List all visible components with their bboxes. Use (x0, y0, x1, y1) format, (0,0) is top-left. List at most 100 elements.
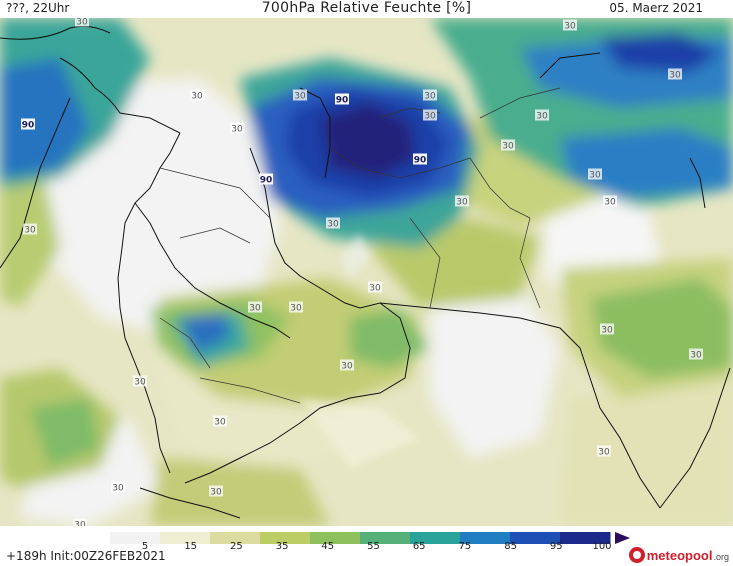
legend-ticks: 5 15 25 35 45 55 65 75 85 95 100 (110, 541, 630, 555)
legend-tick-label: 95 (549, 541, 563, 552)
contour-label: 30 (341, 362, 353, 372)
legend-tick-label: 100 (592, 541, 612, 552)
contour-label: 30 (24, 226, 36, 236)
contour-label: 30 (327, 220, 339, 230)
contour-label-bg (668, 68, 682, 80)
contour-label-bg (340, 359, 354, 371)
contour-label-bg (289, 301, 303, 313)
contour-label: 30 (74, 521, 86, 527)
meteopool-logo[interactable]: meteopool .org (628, 545, 729, 565)
contour-label-bg (21, 118, 35, 130)
contour-label: 90 (260, 176, 273, 186)
contour-label: 30 (589, 171, 601, 181)
contour-label-bg (73, 518, 87, 526)
map-title: 700hPa Relative Feuchte [%] (261, 0, 472, 16)
color-legend: 5 15 25 35 45 55 65 75 85 95 100 (110, 529, 630, 559)
legend-swatch (560, 532, 611, 544)
contour-label-bg (248, 301, 262, 313)
contour-label-bg (368, 281, 382, 293)
contour-label-bg (563, 19, 577, 31)
legend-swatch (160, 532, 211, 544)
contour-label-bg (597, 445, 611, 457)
legend-max-arrow (615, 532, 630, 544)
contour-label: 30 (214, 418, 226, 428)
contour-label-bg (209, 485, 223, 497)
run-info: +189h Init:00Z26FEB2021 (6, 549, 166, 563)
coastlines (0, 25, 731, 519)
legend-swatch (210, 532, 261, 544)
contour-label-bg (23, 223, 37, 235)
color-legend-bar (110, 532, 630, 544)
contour-label: 90 (414, 156, 427, 166)
legend-swatch (110, 532, 161, 544)
legend-tick-label: 35 (275, 541, 289, 552)
contour-label-bg (213, 415, 227, 427)
contour-label: 30 (601, 326, 613, 336)
legend-tick-label: 75 (458, 541, 472, 552)
contour-label-bg (423, 109, 437, 121)
contour-label: 30 (191, 92, 203, 102)
contour-label: 30 (294, 92, 306, 102)
legend-swatch (410, 532, 461, 544)
contour-label: 30 (76, 18, 88, 28)
contour-label-bg (600, 323, 614, 335)
legend-tick-label: 45 (321, 541, 335, 552)
legend-swatch (260, 532, 311, 544)
legend-tick-label: 65 (412, 541, 426, 552)
contour-label: 30 (231, 125, 243, 135)
contour-label-bg (603, 195, 617, 207)
contour-label-bg (111, 481, 125, 493)
contour-labels: 30 30 30 30 30 30 30 30 30 30 30 30 30 30 30 30 30 30 30 30… (21, 18, 703, 526)
contour-label: 30 (424, 112, 436, 122)
contour-label: 30 (249, 304, 261, 314)
contour-label-bg (501, 139, 515, 151)
humidity-map: 30 30 30 30 30 30 30 30 30 30 30 30 30 30 30 30 30 30 30 30… (0, 18, 733, 526)
contour-label: 30 (112, 484, 124, 494)
contour-label-bg (335, 93, 349, 105)
contour-label-bg (689, 348, 703, 360)
contour-label: 30 (369, 284, 381, 294)
contour-label: 30 (502, 142, 514, 152)
legend-tick-label: 55 (367, 541, 380, 552)
contour-label: 30 (598, 448, 610, 458)
brand-name: meteopool (646, 547, 713, 563)
contour-label-bg (535, 109, 549, 121)
legend-tick-label: 85 (504, 541, 517, 552)
contour-label: 30 (604, 198, 616, 208)
brand-tld: .org (713, 551, 729, 562)
header: ???, 22Uhr 700hPa Relative Feuchte [%] 0… (0, 0, 733, 20)
borders (159, 87, 561, 404)
contour-label-bg (259, 173, 273, 185)
contour-label: 30 (564, 22, 576, 32)
contour-label: 30 (134, 378, 146, 388)
contour-label-bg (190, 89, 204, 101)
contour-label: 30 (290, 304, 302, 314)
contour-label: 30 (424, 92, 436, 102)
contour-label-bg (423, 89, 437, 101)
legend-swatch (310, 532, 361, 544)
legend-swatch (460, 532, 511, 544)
contour-label-bg (455, 195, 469, 207)
meteopool-logo-icon (628, 547, 645, 563)
contour-label-bg (230, 122, 244, 134)
contour-label: 30 (690, 351, 702, 361)
legend-swatch (360, 532, 411, 544)
legend-tick-label: 5 (141, 541, 149, 552)
legend-tick-label: 15 (184, 541, 198, 552)
valid-date-label: 05. Maerz 2021 (609, 1, 703, 15)
contour-label-bg (413, 153, 427, 165)
contour-label: 30 (536, 112, 548, 122)
contour-label: 30 (210, 488, 222, 498)
contour-label-bg (588, 168, 602, 180)
contour-label: 30 (456, 198, 468, 208)
valid-time-label: ???, 22Uhr (6, 1, 70, 15)
contour-label-bg (326, 217, 340, 229)
humidity-map-canvas: 30 30 30 30 30 30 30 30 30 30 30 30 30 30 30 30 30 30 30 30… (0, 18, 733, 526)
contour-label-bg (133, 375, 147, 387)
contour-label: 30 (669, 71, 681, 81)
contour-label: 90 (22, 121, 35, 131)
contour-label-bg (293, 89, 307, 101)
humidity-field (0, 18, 733, 526)
contour-label: 90 (336, 96, 349, 106)
